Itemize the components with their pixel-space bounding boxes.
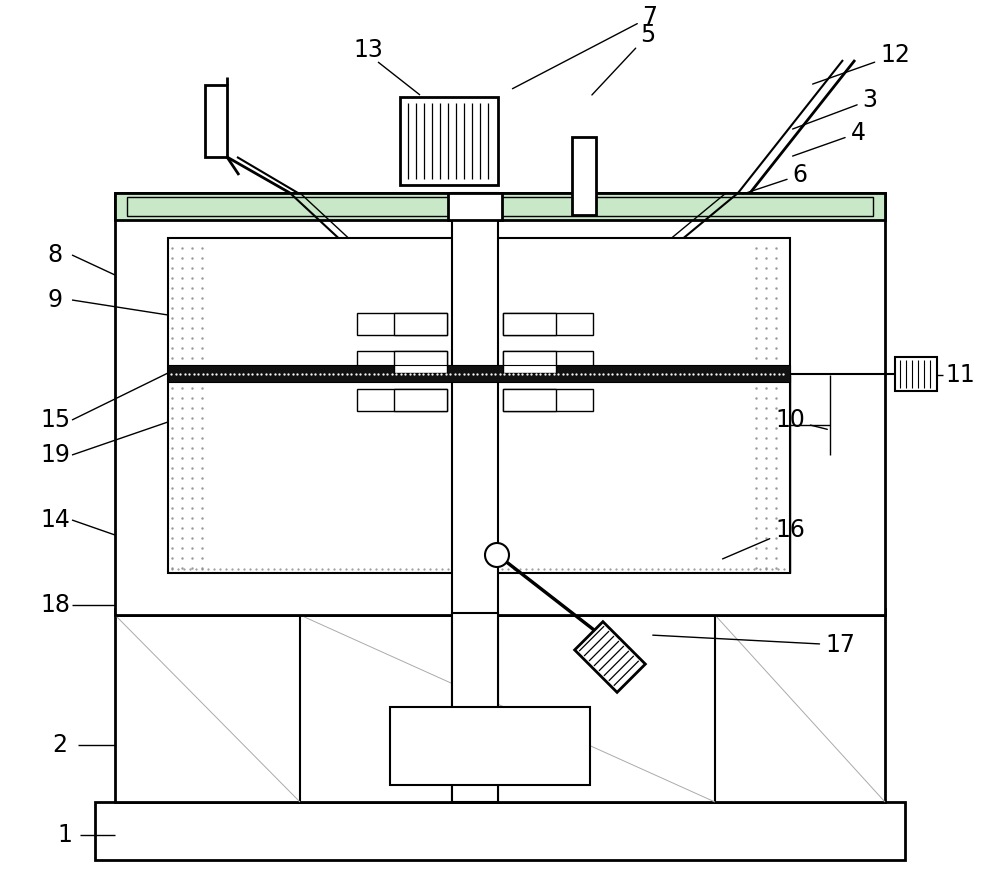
Bar <box>197 345 317 480</box>
Bar <box>503 389 593 411</box>
Bar <box>394 313 447 335</box>
Bar <box>895 357 937 391</box>
Text: 9: 9 <box>48 288 63 312</box>
Text: 16: 16 <box>723 518 805 559</box>
Text: 11: 11 <box>945 363 975 387</box>
Text: 15: 15 <box>40 408 70 432</box>
Bar <box>503 351 556 373</box>
Bar <box>357 351 447 373</box>
Bar <box>168 365 790 382</box>
Text: 19: 19 <box>40 443 70 467</box>
Text: 2: 2 <box>53 733 68 757</box>
Bar <box>168 365 790 382</box>
Bar <box>127 197 873 216</box>
Text: 4: 4 <box>793 121 866 156</box>
Bar <box>115 609 885 802</box>
Text: 12: 12 <box>813 43 910 84</box>
Bar <box>575 621 645 692</box>
Text: 13: 13 <box>353 38 383 62</box>
Text: 3: 3 <box>793 88 878 129</box>
Bar <box>448 193 502 220</box>
Bar <box>95 802 905 860</box>
Bar <box>503 351 593 373</box>
Text: 17: 17 <box>653 633 855 657</box>
Text: 14: 14 <box>40 508 70 532</box>
Bar <box>503 313 556 335</box>
Bar <box>357 313 447 335</box>
Bar <box>115 193 885 220</box>
Bar <box>452 193 498 802</box>
Bar <box>115 193 885 615</box>
Text: 8: 8 <box>47 243 63 267</box>
Bar <box>168 238 790 573</box>
Bar <box>357 389 447 411</box>
Bar <box>503 313 593 335</box>
Bar <box>452 613 498 802</box>
Text: 10: 10 <box>775 408 827 432</box>
Text: 5: 5 <box>592 23 656 95</box>
Bar <box>394 351 447 373</box>
Bar <box>503 389 556 411</box>
Bar <box>400 97 498 185</box>
Text: 6: 6 <box>743 163 808 194</box>
Bar <box>205 85 227 157</box>
Bar <box>390 707 590 785</box>
Circle shape <box>485 543 509 567</box>
Text: 18: 18 <box>40 593 70 617</box>
Text: 1: 1 <box>58 823 72 847</box>
Text: 7: 7 <box>512 5 658 88</box>
Bar <box>394 389 447 411</box>
Bar <box>572 137 596 215</box>
